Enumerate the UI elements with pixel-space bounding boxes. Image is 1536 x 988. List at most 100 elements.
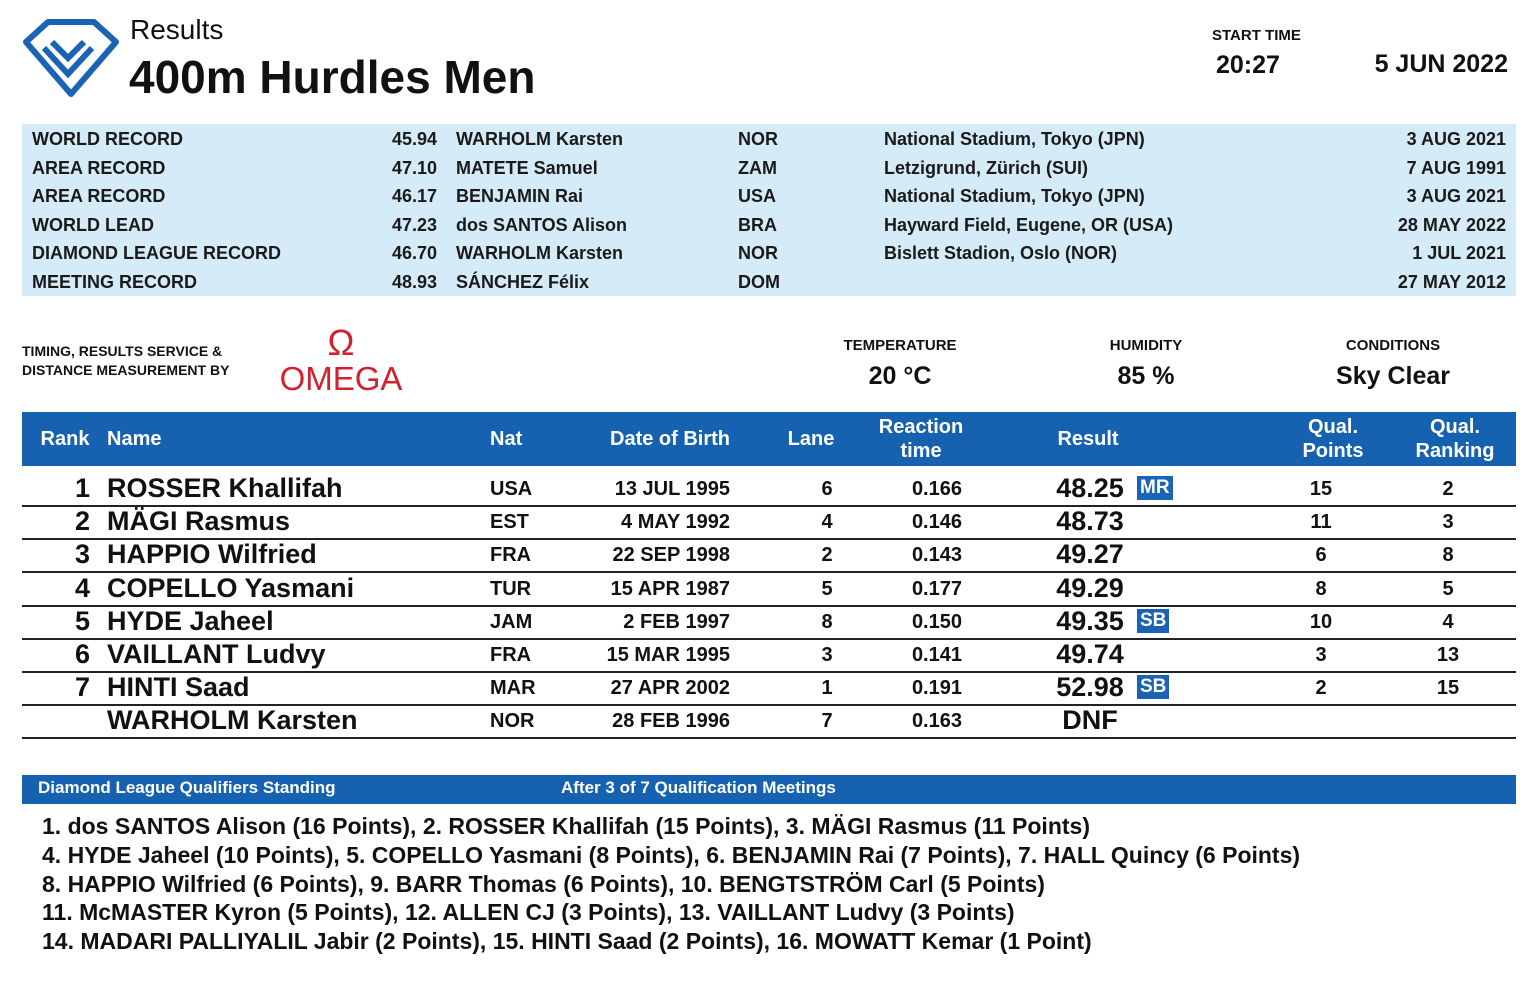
qual-points: 15 <box>1309 478 1333 500</box>
record-cell: 45.94 <box>391 129 437 149</box>
record-cell: Letzigrund, Zürich (SUI) <box>884 157 1088 178</box>
result: 49.29 <box>1056 572 1124 603</box>
qual-points: 10 <box>1309 610 1333 633</box>
qual-points: 2 <box>1315 677 1327 700</box>
record-cell: AREA RECORD <box>32 157 166 178</box>
reaction-time: 0.191 <box>911 677 962 700</box>
rank: 2 <box>74 506 90 537</box>
reaction-time: 0.143 <box>911 544 962 567</box>
record-cell: Bislett Stadion, Oslo (NOR) <box>884 243 1118 263</box>
lane: 7 <box>821 710 833 733</box>
records-box <box>22 124 1516 296</box>
qual-points: 3 <box>1315 644 1327 666</box>
row-rule <box>22 637 1516 640</box>
reaction-time: 0.150 <box>911 610 962 633</box>
omega-text: OMEGA <box>279 360 403 397</box>
record-cell: DIAMOND LEAGUE RECORD <box>32 243 282 263</box>
result: 48.73 <box>1056 506 1124 537</box>
nat: NOR <box>490 710 535 733</box>
record-cell: dos SANTOS Alison <box>456 214 628 235</box>
page-label: Results <box>130 14 224 45</box>
date-of-birth: 15 MAR 1995 <box>606 644 730 666</box>
qual-ranking: 13 <box>1436 644 1460 666</box>
date-of-birth: 28 FEB 1996 <box>612 710 730 733</box>
record-cell: 3 AUG 2021 <box>1406 129 1506 149</box>
athlete-name: MÄGI Rasmus <box>107 506 291 537</box>
result: DNF <box>1062 705 1118 736</box>
record-badge: SB <box>1137 675 1170 700</box>
nat: USA <box>490 478 533 500</box>
column-header: Result <box>1057 428 1119 450</box>
record-cell: WARHOLM Karsten <box>456 129 624 149</box>
lane: 1 <box>821 677 833 700</box>
athlete-name: COPELLO Yasmani <box>107 572 355 603</box>
row-rule <box>22 505 1516 507</box>
page-title: 400m Hurdles Men <box>129 51 536 103</box>
record-cell: National Stadium, Tokyo (JPN) <box>884 129 1145 149</box>
standing-title: Diamond League Qualifiers Standing <box>38 778 336 797</box>
athlete-name: WARHOLM Karsten <box>107 705 358 736</box>
nat: EST <box>490 511 529 534</box>
lane: 2 <box>821 544 833 567</box>
row-rule <box>22 571 1516 574</box>
standing-line: 4. HYDE Jaheel (10 Points), 5. COPELLO Y… <box>42 841 1301 868</box>
record-cell: 46.17 <box>391 186 437 206</box>
row-rule <box>22 704 1516 707</box>
qual-points: 8 <box>1315 577 1327 600</box>
rank: 3 <box>74 539 90 570</box>
record-cell: MATETE Samuel <box>456 157 598 178</box>
athlete-name: HAPPIO Wilfried <box>107 539 317 570</box>
lane: 4 <box>821 511 833 534</box>
record-cell: MEETING RECORD <box>32 271 198 292</box>
record-cell: BRA <box>738 214 777 235</box>
rank: 7 <box>74 672 90 703</box>
standing-line: 14. MADARI PALLIYALIL Jabir (2 Points), … <box>42 928 1092 955</box>
athlete-name: ROSSER Khallifah <box>107 473 343 503</box>
result: 48.25 <box>1056 473 1124 503</box>
start-time-label: START TIME <box>1212 27 1301 44</box>
record-cell: 47.23 <box>391 214 437 235</box>
record-cell: 7 AUG 1991 <box>1406 157 1506 178</box>
column-header: Reaction time <box>878 416 964 462</box>
row-rule <box>22 737 1516 740</box>
qual-ranking: 8 <box>1442 544 1454 567</box>
qual-ranking: 2 <box>1442 478 1454 500</box>
record-cell: ZAM <box>738 157 777 178</box>
qual-ranking: 15 <box>1436 677 1460 700</box>
athlete-name: HYDE Jaheel <box>107 605 274 636</box>
reaction-time: 0.166 <box>911 478 962 500</box>
record-cell: WARHOLM Karsten <box>456 243 624 263</box>
record-cell: 48.93 <box>391 271 437 292</box>
omega-symbol: Ω <box>327 322 355 363</box>
weather-value: 20 °C <box>868 362 932 390</box>
timing-label: TIMING, RESULTS SERVICE & <box>22 343 223 359</box>
athlete-name: VAILLANT Ludvy <box>107 639 326 669</box>
date-of-birth: 22 SEP 1998 <box>612 544 730 567</box>
record-cell: NOR <box>738 129 778 149</box>
standing-subtitle: After 3 of 7 Qualification Meetings <box>561 778 836 797</box>
rank: 6 <box>74 639 90 669</box>
lane: 5 <box>821 577 833 600</box>
reaction-time: 0.141 <box>911 644 962 666</box>
result: 49.35 <box>1056 605 1124 636</box>
date-of-birth: 2 FEB 1997 <box>623 610 730 633</box>
qual-points: 11 <box>1310 511 1332 534</box>
record-badge: SB <box>1137 608 1170 633</box>
record-cell: AREA RECORD <box>32 186 166 206</box>
record-cell: USA <box>738 186 777 206</box>
result: 49.27 <box>1056 539 1124 570</box>
weather-label: TEMPERATURE <box>843 337 957 354</box>
record-badge: MR <box>1137 476 1173 500</box>
date-of-birth: 15 APR 1987 <box>610 577 730 600</box>
athlete-name: HINTI Saad <box>107 672 250 703</box>
timing-label: DISTANCE MEASUREMENT BY <box>22 362 230 378</box>
record-cell: Hayward Field, Eugene, OR (USA) <box>884 214 1174 235</box>
record-cell: NOR <box>738 243 778 263</box>
record-cell: 46.70 <box>391 243 437 263</box>
nat: JAM <box>490 610 533 633</box>
date-of-birth: 4 MAY 1992 <box>621 511 730 534</box>
date-of-birth: 27 APR 2002 <box>610 677 730 700</box>
rank: 5 <box>74 605 90 636</box>
column-header: Qual. Ranking <box>1415 416 1495 462</box>
